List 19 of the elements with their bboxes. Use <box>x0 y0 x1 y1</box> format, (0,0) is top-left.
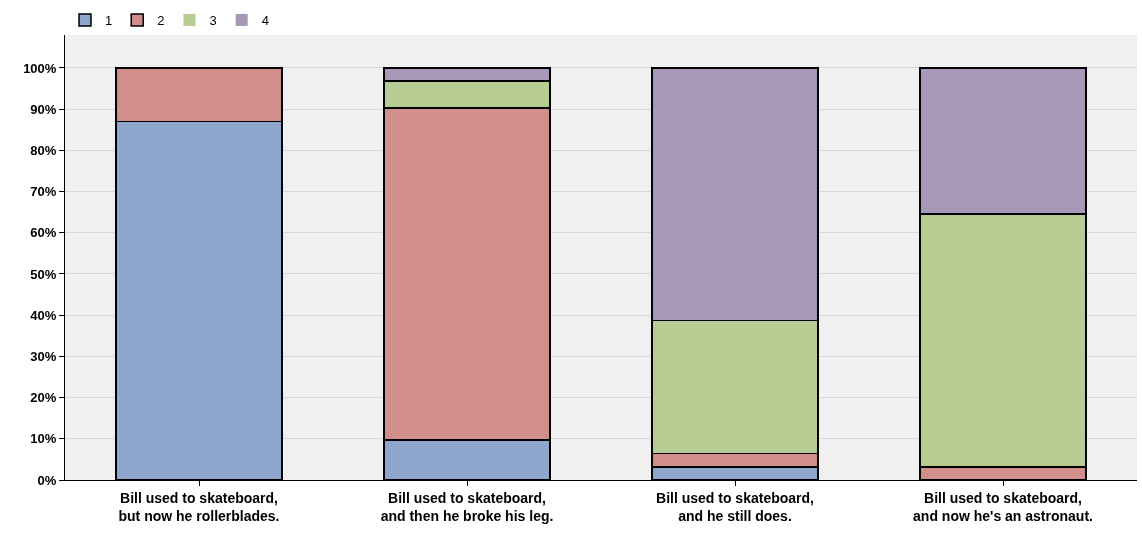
y-tick-label: 0% <box>37 472 57 488</box>
y-tick-label: 60% <box>30 225 57 241</box>
x-tick-label: Bill used to skateboard, but now he rollerblades. <box>118 489 280 524</box>
y-tick-label: 90% <box>30 101 57 117</box>
x-tick-label: Bill used to skateboard, and then he broke his leg. <box>380 489 554 524</box>
x-tick-label: Bill used to skateboard, and he still does. <box>656 489 814 524</box>
x-tick-label: Bill used to skateboard, and now he's an astronaut. <box>913 489 1093 524</box>
y-tick-label: 70% <box>30 184 57 200</box>
y-tick-label: 30% <box>30 348 57 364</box>
legend-label: 3 <box>209 13 217 29</box>
y-tick-label: 40% <box>30 307 57 323</box>
legend-label: 1 <box>105 13 113 29</box>
y-tick-label: 10% <box>30 431 57 447</box>
y-tick-label: 20% <box>30 390 57 406</box>
legend-label: 4 <box>261 13 269 29</box>
legend-label: 2 <box>157 13 165 29</box>
y-tick-label: 80% <box>30 142 57 158</box>
y-tick-label: 100% <box>23 60 57 76</box>
y-tick-label: 50% <box>30 266 57 282</box>
